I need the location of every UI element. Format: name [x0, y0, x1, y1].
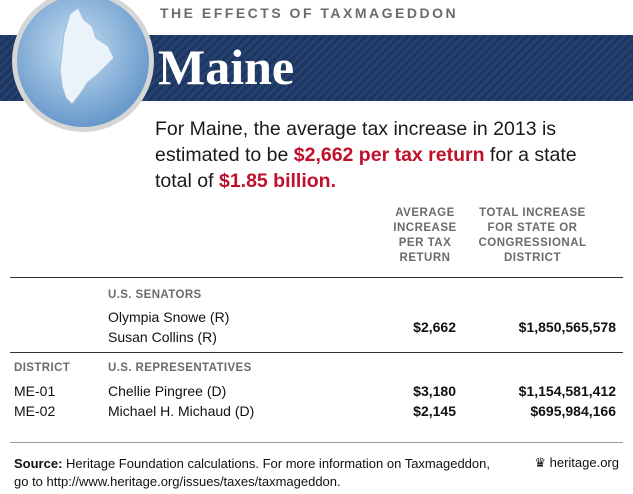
rule	[10, 277, 623, 278]
column-header: AVERAGE INCREASE PER TAX RETURN	[385, 206, 465, 266]
source-label: Source:	[14, 456, 63, 471]
header-line: PER TAX	[398, 237, 452, 249]
header-line: FOR STATE OR	[487, 222, 578, 234]
state-emblem	[12, 0, 154, 132]
header-line: DISTRICT	[503, 252, 562, 264]
intro: For Maine, the average tax increase in 2…	[155, 116, 615, 194]
total: $1,850,565,578	[518, 319, 616, 335]
intro-text: for a state total of	[155, 144, 577, 192]
district: ME-01	[14, 383, 56, 399]
senator: Olympia Snowe (R)	[108, 309, 230, 325]
header-line: TOTAL INCREASE	[479, 207, 586, 219]
rule	[10, 442, 623, 443]
credit-text: heritage.org	[549, 455, 619, 470]
source: Source: Heritage Foundation calculations…	[14, 455, 494, 491]
header-line: CONGRESSIONAL	[478, 237, 587, 249]
highlight: $2,662 per tax return	[293, 144, 485, 166]
average: $2,145	[413, 403, 456, 419]
rule	[10, 352, 623, 353]
credit: ♛ heritage.org	[534, 455, 619, 470]
header-line: RETURN	[399, 252, 451, 264]
kicker: THE EFFECTS OF TAXMAGEDDON	[160, 5, 459, 21]
representative: Michael H. Michaud (D)	[108, 403, 255, 419]
source-text: Heritage Foundation calculations. For mo…	[14, 456, 490, 489]
average: $2,662	[413, 319, 456, 335]
title: Maine	[158, 39, 295, 95]
highlight: $1.85 billion.	[218, 170, 337, 192]
section-label: U.S. SENATORS	[108, 289, 202, 301]
district: ME-02	[14, 403, 56, 419]
total: $1,154,581,412	[518, 383, 616, 399]
header-line: AVERAGE	[395, 207, 455, 219]
average: $3,180	[413, 383, 456, 399]
intro-text: For Maine, the average tax increase in 2…	[155, 118, 557, 166]
senator: Susan Collins (R)	[108, 329, 217, 345]
total: $695,984,166	[530, 403, 616, 419]
column-header: TOTAL INCREASE FOR STATE OR CONGRESSIONAL D…	[470, 206, 595, 266]
header-line: INCREASE	[393, 222, 457, 234]
representative: Chellie Pingree (D)	[108, 383, 227, 399]
section-label: DISTRICT	[14, 362, 71, 374]
section-label: U.S. REPRESENTATIVES	[108, 362, 252, 374]
